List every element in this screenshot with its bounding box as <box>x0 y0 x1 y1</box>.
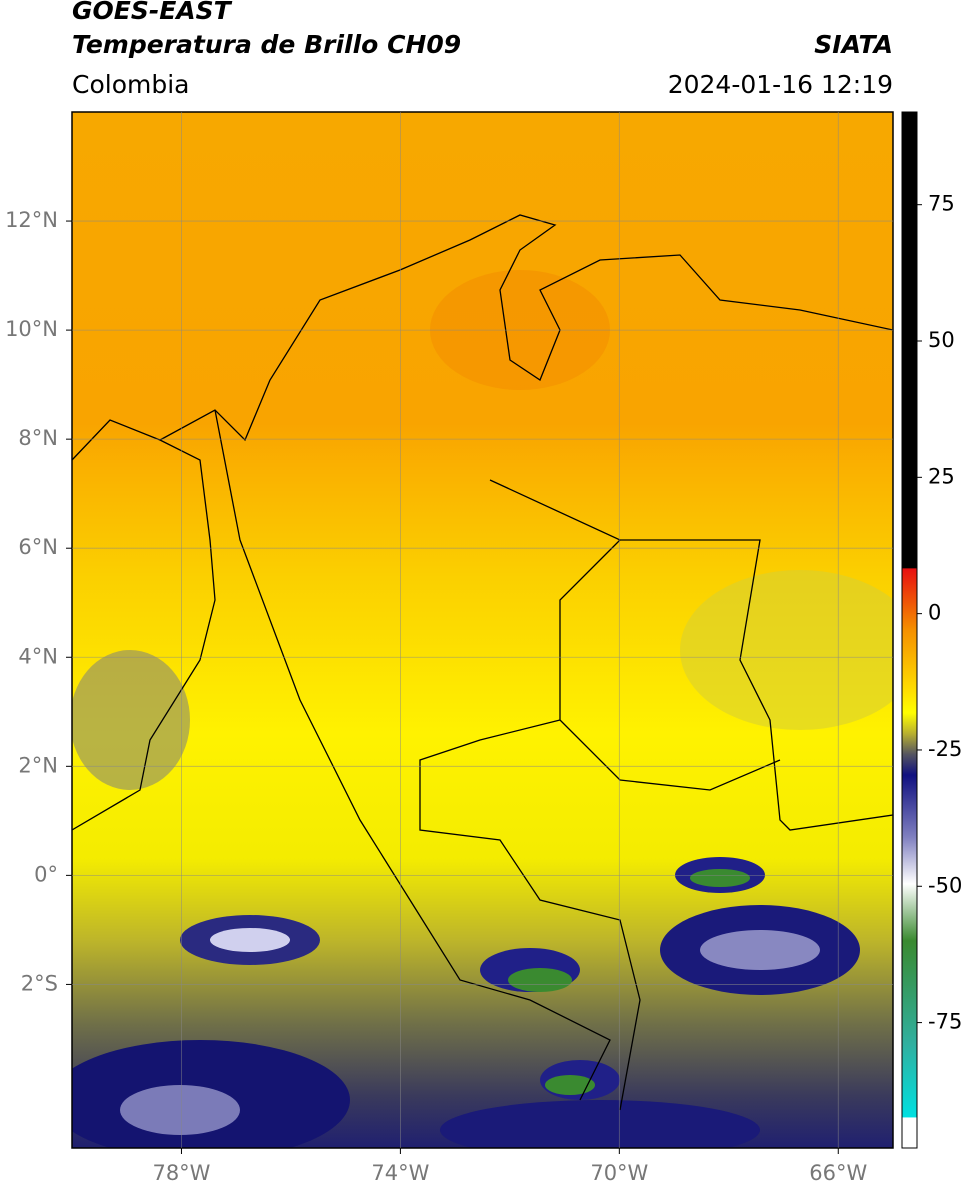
y-tick-label: 2°S <box>21 971 58 995</box>
y-tick-label: 0° <box>34 862 58 886</box>
x-tick-label: 78°W <box>152 1161 210 1185</box>
map-frame <box>71 111 894 1149</box>
source: SIATA <box>814 30 893 59</box>
product: Temperatura de Brillo CH09 <box>72 30 461 59</box>
y-tick-label: 6°N <box>18 535 58 559</box>
colorbar-tick-label: -50 <box>928 873 962 897</box>
colorbar-tick-label: -25 <box>928 737 962 761</box>
colorbar <box>901 111 918 1149</box>
colorbar-tick-label: 25 <box>928 464 955 488</box>
x-tick-label: 70°W <box>590 1161 648 1185</box>
y-tick-label: 8°N <box>18 426 58 450</box>
satellite: GOES-EAST <box>72 0 233 25</box>
colorbar-tick-label: 0 <box>928 601 941 625</box>
y-tick-label: 10°N <box>5 317 58 341</box>
y-tick-label: 12°N <box>5 208 58 232</box>
colorbar-tick-label: 50 <box>928 328 955 352</box>
x-tick-label: 66°W <box>809 1161 867 1185</box>
x-tick-label: 74°W <box>371 1161 429 1185</box>
y-tick-label: 2°N <box>18 753 58 777</box>
colorbar-tick-label: 75 <box>928 192 955 216</box>
datetime: 2024-01-16 12:19 <box>668 70 893 99</box>
y-tick-label: 4°N <box>18 644 58 668</box>
colorbar-tick-label: -75 <box>928 1010 962 1034</box>
satellite-image <box>72 112 893 1148</box>
region: Colombia <box>72 70 189 99</box>
